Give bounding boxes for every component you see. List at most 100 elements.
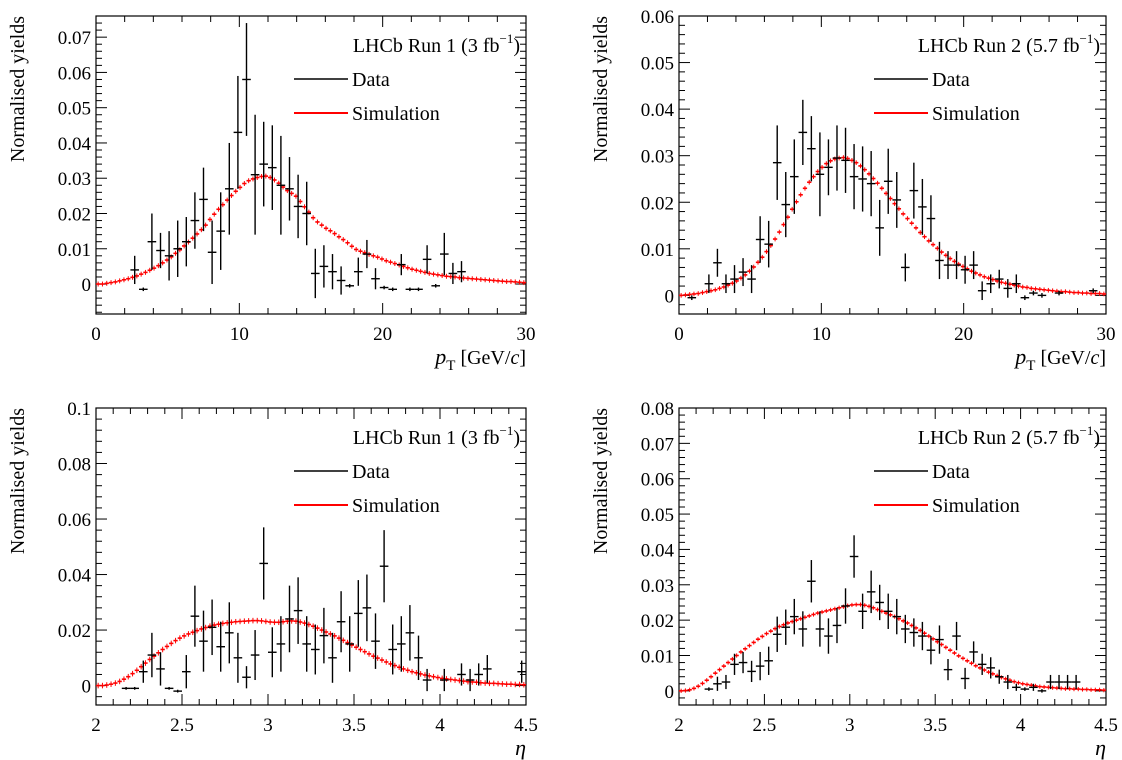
y-tick-label: 0.05 — [641, 54, 674, 75]
x-tick-label: 4 — [1016, 715, 1026, 736]
legend-title-end: ) — [513, 427, 520, 449]
x-tick-label: 4.5 — [1094, 715, 1118, 736]
simulation-series — [96, 173, 526, 287]
x-tick-label: 3 — [263, 715, 273, 736]
y-tick-label: 0.02 — [58, 621, 91, 642]
legend: LHCb Run 2 (5.7 fb−1) Data Simulation — [874, 31, 1100, 125]
y-tick-label: 0.02 — [641, 611, 674, 632]
legend-entry: Simulation — [352, 495, 440, 517]
y-tick-label: 0.07 — [58, 28, 91, 49]
chart-panel-2: 0 10 20 30 0 0.01 0.02 0.03 0.04 0.05 0.06 Normalis… — [590, 7, 1116, 374]
y-tick-label: 0.07 — [641, 434, 674, 455]
legend-title-main: LHCb Run 2 (5.7 fb — [918, 427, 1080, 449]
x-axis-label: η — [1095, 735, 1106, 760]
x-tick-label: 2 — [674, 715, 684, 736]
plot-frame — [95, 15, 527, 315]
simulation-series — [679, 155, 1106, 298]
chart-panel-4: 2 2.5 3 3.5 4 4.5 0 0.01 0.02 0.03 0.04 0.05 0.06 0.0… — [590, 399, 1118, 760]
y-tick-label: 0.03 — [641, 147, 674, 168]
simulation-series — [679, 602, 1106, 693]
x-tick-label: 20 — [373, 324, 392, 345]
y-tick-label: 0.06 — [58, 63, 91, 84]
chart-panel-3: 2 2.5 3 3.5 4 4.5 0 0.02 0.04 0.06 0.08 0.1 Normalis… — [7, 399, 538, 760]
legend-title-main: LHCb Run 1 (3 fb — [353, 35, 500, 57]
legend-title-superscript: −1 — [1079, 423, 1093, 438]
legend-title: LHCb Run 1 (3 fb−1) — [353, 423, 520, 449]
plot-frame — [95, 407, 527, 706]
y-tick-label: 0.02 — [58, 204, 91, 225]
data-series — [130, 23, 466, 299]
y-tick-label: 0.1 — [67, 399, 91, 420]
x-axis-unit-end: ] — [519, 347, 526, 369]
y-tick-label: 0.02 — [641, 193, 674, 214]
x-axis-variable: p — [433, 344, 446, 369]
data-series — [704, 535, 1081, 693]
legend-entry: Data — [932, 461, 970, 483]
x-axis-subscript: T — [1026, 358, 1035, 374]
legend: LHCb Run 1 (3 fb−1) Data Simulation — [294, 31, 520, 125]
legend-title-superscript: −1 — [499, 31, 513, 46]
legend-entry: Data — [352, 69, 390, 91]
x-axis-subscript: T — [446, 358, 455, 374]
x-axis-variable: η — [515, 735, 526, 760]
x-axis-label: η — [515, 735, 526, 760]
chart-panel-1: 0 10 20 30 0 0.01 0.02 0.03 0.04 0.05 0.06 0.07 Norm… — [7, 15, 536, 374]
y-tick-label: 0 — [82, 275, 92, 296]
legend: LHCb Run 1 (3 fb−1) Data Simulation — [294, 423, 520, 517]
y-axis-label: Normalised yields — [590, 16, 612, 162]
x-tick-label: 0 — [91, 324, 101, 345]
legend-title-main: LHCb Run 2 (5.7 fb — [918, 35, 1080, 57]
legend-title: LHCb Run 1 (3 fb−1) — [353, 31, 520, 57]
y-tick-label: 0.05 — [641, 505, 674, 526]
y-axis-label: Normalised yields — [590, 408, 612, 554]
data-series — [687, 99, 1098, 301]
y-tick-label: 0.04 — [58, 566, 92, 587]
y-tick-label: 0.08 — [641, 399, 674, 420]
y-tick-label: 0.04 — [641, 540, 675, 561]
legend-title: LHCb Run 2 (5.7 fb−1) — [918, 423, 1100, 449]
x-axis-variable: p — [1013, 344, 1026, 369]
x-axis-label: pT [GeV/c] — [1013, 344, 1106, 374]
y-tick-label: 0.06 — [58, 510, 91, 531]
legend-title-end: ) — [1093, 427, 1100, 449]
legend-entry: Simulation — [352, 103, 440, 125]
legend-title-superscript: −1 — [499, 423, 513, 438]
x-axis-unit: [GeV/ — [455, 347, 510, 369]
legend-entry: Data — [932, 69, 970, 91]
legend-title-superscript: −1 — [1079, 31, 1093, 46]
x-tick-label: 2.5 — [170, 715, 194, 736]
x-axis-unit: [GeV/ — [1035, 347, 1090, 369]
x-tick-label: 0 — [674, 324, 684, 345]
x-tick-label: 10 — [812, 324, 831, 345]
x-axis-unit-var: c — [1090, 347, 1099, 369]
x-tick-label: 2 — [91, 715, 101, 736]
x-tick-label: 30 — [517, 324, 536, 345]
y-tick-label: 0 — [665, 682, 675, 703]
x-tick-label: 4.5 — [514, 715, 538, 736]
x-tick-label: 30 — [1097, 324, 1116, 345]
legend-title-end: ) — [1093, 35, 1100, 57]
legend-entry: Simulation — [932, 495, 1020, 517]
x-tick-label: 20 — [954, 324, 973, 345]
legend-entry: Simulation — [932, 103, 1020, 125]
x-axis-variable: η — [1095, 735, 1106, 760]
y-tick-label: 0 — [665, 286, 675, 307]
x-tick-label: 4 — [435, 715, 445, 736]
legend-entry: Data — [352, 461, 390, 483]
y-tick-label: 0.04 — [58, 134, 92, 155]
y-tick-label: 0.03 — [641, 576, 674, 597]
y-tick-label: 0.03 — [58, 169, 91, 190]
y-tick-label: 0.06 — [641, 470, 674, 491]
simulation-series — [96, 617, 526, 689]
y-tick-label: 0.01 — [58, 240, 91, 261]
x-tick-label: 10 — [230, 324, 249, 345]
y-axis-label: Normalised yields — [7, 408, 29, 554]
y-tick-label: 0.01 — [641, 647, 674, 668]
y-tick-label: 0.05 — [58, 99, 91, 120]
x-axis-unit-end: ] — [1099, 347, 1106, 369]
y-axis-label: Normalised yields — [7, 16, 29, 162]
x-axis-unit-var: c — [510, 347, 519, 369]
legend: LHCb Run 2 (5.7 fb−1) Data Simulation — [874, 423, 1100, 517]
y-tick-label: 0 — [82, 677, 92, 698]
